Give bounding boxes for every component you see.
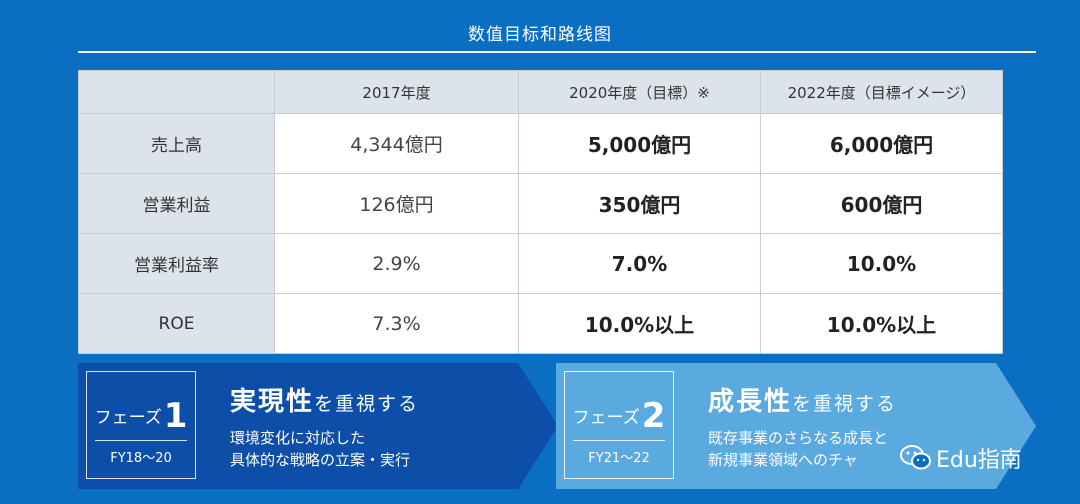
phase-1-arrow-fill xyxy=(78,363,558,489)
phase-2-heading-key: 成長性 xyxy=(708,387,793,417)
metrics-table: 2017年度 2020年度（目標）※ 2022年度（目標イメージ） 売上高 4,… xyxy=(78,70,1003,354)
phase-1-arrow-shape xyxy=(78,363,558,489)
table-cell: 10.0%以上 xyxy=(518,293,761,354)
table-row: 営業利益 126億円 350億円 600億円 xyxy=(78,173,1003,234)
table-header-row: 2017年度 2020年度（目標）※ 2022年度（目標イメージ） xyxy=(78,70,1003,114)
row-label: ROE xyxy=(78,293,275,354)
page-title: 数值目标和路线图 xyxy=(468,25,612,45)
phase-1-desc-line: 具体的な戦略の立案・実行 xyxy=(230,451,411,469)
phase-1-label-box: フェーズ1 FY18～20 xyxy=(86,371,196,479)
table-cell: 7.0% xyxy=(518,233,761,294)
phase-2-years: FY21～22 xyxy=(588,451,650,466)
phase-2-label-box: フェーズ2 FY21～22 xyxy=(564,371,674,479)
phase-2-heading: 成長性を重視する xyxy=(708,381,897,418)
wechat-icon xyxy=(900,444,932,478)
header-2017: 2017年度 xyxy=(274,70,519,114)
table-cell: 350億円 xyxy=(518,173,761,234)
table-cell: 10.0%以上 xyxy=(760,293,1003,354)
phase-2-description: 既存事業のさらなる成長と 新規事業領域へのチャ xyxy=(708,427,888,471)
title-underline xyxy=(78,51,1036,53)
phase-1-number: 1 xyxy=(163,396,188,436)
phase-1-desc-line: 環境変化に対応した xyxy=(230,429,366,447)
phase-2-heading-rest: を重視する xyxy=(792,393,898,415)
watermark: Edu指南 xyxy=(900,442,1022,478)
table-cell: 5,000億円 xyxy=(518,113,761,174)
phase-1-heading-key: 実現性 xyxy=(230,387,315,417)
row-label: 営業利益 xyxy=(78,173,275,234)
phase-1-name: フェーズ1 xyxy=(87,396,195,436)
table-row: 売上高 4,344億円 5,000億円 6,000億円 xyxy=(78,113,1003,174)
header-2020: 2020年度（目標）※ xyxy=(518,70,761,114)
phase-2-number: 2 xyxy=(641,396,666,436)
phase-2-name-text: フェーズ xyxy=(572,408,640,428)
phase-1-years: FY18～20 xyxy=(110,451,172,466)
phase-2-divider xyxy=(573,440,665,441)
phase-2-desc-line: 既存事業のさらなる成長と xyxy=(708,429,889,447)
table-cell: 4,344億円 xyxy=(274,113,519,174)
table-cell: 2.9% xyxy=(274,233,519,294)
table-cell: 600億円 xyxy=(760,173,1003,234)
phase-1-divider xyxy=(95,440,187,441)
phase-1-description: 環境変化に対応した 具体的な戦略の立案・実行 xyxy=(230,427,410,471)
table-row: 営業利益率 2.9% 7.0% 10.0% xyxy=(78,233,1003,294)
phase-2-name: フェーズ2 xyxy=(565,396,673,436)
row-label: 営業利益率 xyxy=(78,233,275,294)
table-cell: 7.3% xyxy=(274,293,519,354)
watermark-text: Edu指南 xyxy=(936,448,1022,473)
table-cell: 6,000億円 xyxy=(760,113,1003,174)
header-corner xyxy=(78,70,275,114)
table-cell: 126億円 xyxy=(274,173,519,234)
phase-1-heading: 実現性を重視する xyxy=(230,381,419,418)
header-2022: 2022年度（目標イメージ） xyxy=(760,70,1003,114)
phase-1-name-text: フェーズ xyxy=(94,408,162,428)
phase-1-heading-rest: を重視する xyxy=(314,393,420,415)
table-row: ROE 7.3% 10.0%以上 10.0%以上 xyxy=(78,293,1003,354)
phase-1-banner: フェーズ1 FY18～20 実現性を重視する 環境変化に対応した 具体的な戦略の… xyxy=(78,363,558,489)
row-label: 売上高 xyxy=(78,113,275,174)
phase-2-desc-line: 新規事業領域へのチャ xyxy=(708,451,858,469)
table-cell: 10.0% xyxy=(760,233,1003,294)
